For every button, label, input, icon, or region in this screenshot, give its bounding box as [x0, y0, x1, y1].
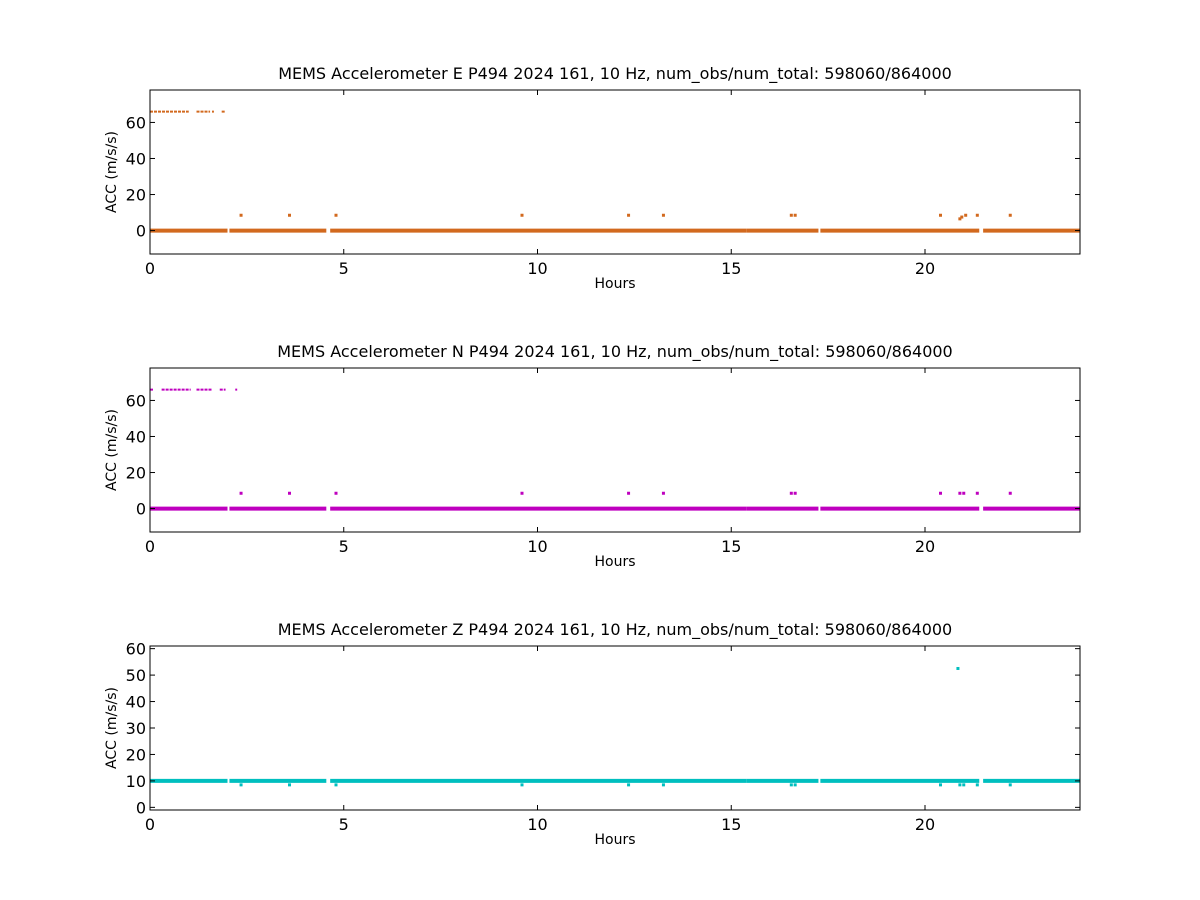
panel-e-marks — [150, 110, 1080, 233]
y-tick-label-2: 40 — [126, 427, 146, 446]
data-point-spike-10 — [960, 215, 964, 219]
y-tick-label-0: 0 — [136, 222, 146, 241]
data-point-spike-6 — [789, 783, 793, 787]
data-point-spike-7 — [793, 491, 797, 495]
data-point-spike-4 — [627, 783, 631, 787]
x-tick-label-3: 15 — [721, 815, 741, 834]
x-tick-label-4: 20 — [915, 259, 935, 278]
panel-z-xlabel: Hours — [594, 832, 635, 848]
panel-e: MEMS Accelerometer E P494 2024 161, 10 H… — [104, 64, 1081, 292]
y-tick-label-1: 20 — [126, 464, 146, 483]
x-tick-label-0: 0 — [145, 815, 155, 834]
y-tick-label-2: 20 — [126, 745, 146, 764]
data-point-spike-5 — [661, 213, 665, 217]
data-point-spike-12 — [1008, 491, 1012, 495]
data-point-spike-5 — [661, 491, 665, 495]
data-point-spike-12 — [1008, 783, 1012, 787]
x-tick-label-0: 0 — [145, 537, 155, 556]
data-point-spike-13 — [1008, 213, 1012, 217]
panel-e-ticks: 0 5 10 15 20 0 20 40 60 — [126, 90, 1080, 278]
x-tick-label-4: 20 — [915, 537, 935, 556]
y-tick-label-3: 60 — [126, 391, 146, 410]
panel-z-ylabel: ACC (m/s/s) — [104, 687, 120, 769]
y-tick-label-3: 30 — [126, 719, 146, 738]
data-point-spike-5 — [661, 783, 665, 787]
y-tick-label-2: 40 — [126, 149, 146, 168]
data-point-spike-8 — [939, 783, 942, 787]
panel-n-marks — [150, 388, 1080, 511]
y-tick-label-5: 50 — [126, 666, 146, 685]
data-point-spike-3 — [520, 783, 524, 787]
data-point-spike-2 — [334, 491, 338, 495]
data-point-spike-8 — [939, 491, 942, 495]
data-point-spike-0 — [239, 491, 243, 495]
data-point-spike-6 — [789, 213, 793, 217]
data-point-spike-13 — [956, 666, 960, 670]
panel-n-ylabel: ACC (m/s/s) — [104, 409, 120, 491]
x-tick-label-1: 5 — [339, 815, 349, 834]
y-tick-label-6: 60 — [126, 640, 146, 659]
x-tick-label-1: 5 — [339, 537, 349, 556]
data-point-spike-11 — [975, 491, 979, 495]
data-point-spike-4 — [627, 491, 631, 495]
data-point-spike-4 — [627, 213, 631, 217]
x-tick-label-2: 10 — [527, 259, 547, 278]
panel-e-title: MEMS Accelerometer E P494 2024 161, 10 H… — [278, 64, 952, 84]
x-tick-label-2: 10 — [527, 537, 547, 556]
data-point-spike-11 — [975, 783, 979, 787]
data-point-spike-3 — [520, 213, 524, 217]
data-point-spike-10 — [962, 491, 966, 495]
panel-n-title: MEMS Accelerometer N P494 2024 161, 10 H… — [277, 342, 952, 362]
panel-z: MEMS Accelerometer Z P494 2024 161, 10 H… — [104, 620, 1081, 848]
panel-z-marks — [150, 666, 1080, 787]
data-point-spike-0 — [239, 213, 243, 217]
y-tick-label-0: 0 — [136, 500, 146, 519]
y-tick-label-1: 20 — [126, 186, 146, 205]
x-tick-label-4: 20 — [915, 815, 935, 834]
y-tick-label-1: 10 — [126, 772, 146, 791]
data-point-spike-9 — [958, 491, 962, 495]
y-tick-label-0: 0 — [136, 798, 146, 817]
x-tick-label-3: 15 — [721, 537, 741, 556]
x-tick-label-2: 10 — [527, 815, 547, 834]
data-point-spike-1 — [288, 491, 291, 495]
y-tick-label-3: 60 — [126, 113, 146, 132]
panel-n-xlabel: Hours — [594, 554, 635, 570]
panel-e-xlabel: Hours — [594, 276, 635, 292]
panel-e-ylabel: ACC (m/s/s) — [104, 131, 120, 213]
data-point-spike-9 — [958, 783, 962, 787]
data-point-spike-2 — [334, 213, 338, 217]
panel-n-frame — [149, 367, 1081, 533]
data-point-spike-1 — [288, 213, 291, 217]
x-tick-label-1: 5 — [339, 259, 349, 278]
panel-e-frame — [149, 89, 1081, 255]
x-tick-label-3: 15 — [721, 259, 741, 278]
panel-n: MEMS Accelerometer N P494 2024 161, 10 H… — [104, 342, 1081, 570]
data-point-spike-11 — [964, 213, 968, 217]
y-tick-label-4: 40 — [126, 693, 146, 712]
data-point-spike-12 — [975, 213, 979, 217]
data-point-spike-7 — [793, 213, 797, 217]
data-point-spike-1 — [288, 783, 291, 787]
data-point-spike-9 — [958, 217, 962, 221]
data-point-spike-10 — [962, 783, 966, 787]
panel-z-title: MEMS Accelerometer Z P494 2024 161, 10 H… — [278, 620, 952, 640]
data-point-spike-7 — [793, 783, 797, 787]
data-point-spike-8 — [939, 213, 942, 217]
x-tick-label-0: 0 — [145, 259, 155, 278]
panel-n-ticks: 0 5 10 15 20 0 20 40 60 — [126, 368, 1080, 556]
data-point-spike-2 — [334, 783, 338, 787]
data-point-spike-3 — [520, 491, 524, 495]
data-point-spike-0 — [239, 783, 243, 787]
data-point-spike-6 — [789, 491, 793, 495]
panel-z-ticks: 0 5 10 15 20 0 10 20 30 40 50 60 — [126, 640, 1080, 834]
